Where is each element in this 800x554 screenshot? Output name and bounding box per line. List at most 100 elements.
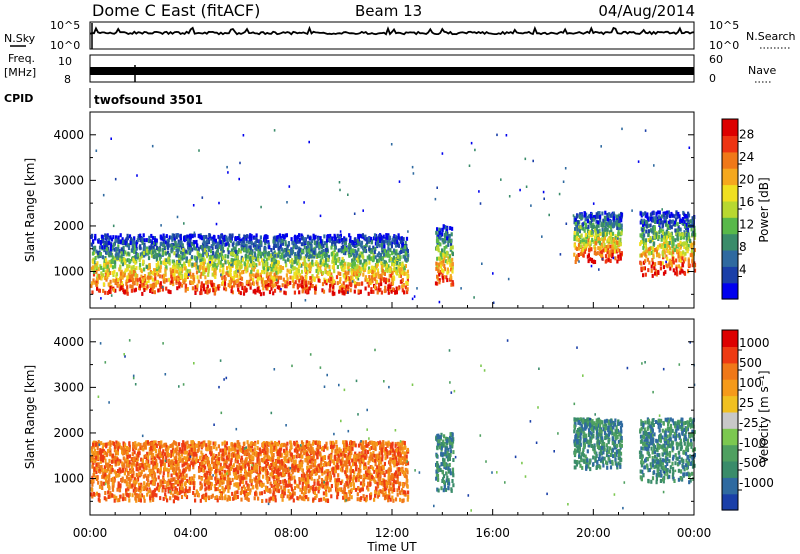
echo-point	[446, 236, 449, 241]
echo-point	[650, 251, 653, 255]
echo-point	[616, 235, 619, 240]
echo-point	[259, 450, 262, 455]
echo-point	[234, 254, 237, 259]
echo-point	[676, 272, 679, 277]
echo-point	[270, 279, 273, 284]
echo-point	[108, 463, 111, 468]
echo-point	[235, 273, 238, 278]
echo-point	[274, 266, 277, 271]
echo-point	[353, 261, 357, 266]
echo-point	[322, 243, 325, 248]
echo-point	[348, 233, 351, 238]
echo-point	[203, 258, 206, 263]
echo-point	[297, 252, 300, 257]
echo-point	[259, 272, 262, 277]
echo-point	[404, 492, 407, 497]
echo-point	[381, 255, 385, 260]
echo-point	[120, 247, 123, 252]
echo-point	[449, 226, 452, 231]
echo-point	[406, 461, 410, 466]
echo-point	[440, 252, 444, 257]
echo-point	[406, 278, 409, 282]
echo-point	[285, 480, 288, 485]
echo-point	[122, 456, 125, 461]
echo-point	[224, 254, 227, 259]
echo-point	[227, 250, 230, 255]
echo-point	[617, 229, 620, 234]
echo-point	[574, 227, 577, 232]
echo-point	[141, 254, 144, 259]
echo-point	[292, 266, 295, 271]
echo-point	[241, 286, 244, 291]
echo-point	[381, 454, 384, 459]
echo-point	[582, 226, 585, 231]
echo-point	[398, 268, 401, 272]
echo-point	[360, 267, 363, 272]
echo-point	[112, 459, 115, 464]
echo-point	[685, 246, 688, 251]
echo-point	[582, 247, 585, 252]
echo-point	[375, 279, 378, 284]
echo-point	[264, 485, 268, 490]
echo-point	[127, 258, 130, 263]
echo-point	[579, 252, 582, 256]
echo-point	[379, 237, 383, 242]
echo-point	[126, 288, 129, 293]
echo-point	[108, 271, 112, 275]
echo-point	[346, 276, 349, 281]
echo-point	[365, 494, 368, 499]
echo-point	[693, 248, 696, 253]
echo-point	[377, 274, 380, 279]
echo-point	[115, 238, 118, 243]
echo-point	[680, 258, 683, 263]
echo-point	[439, 252, 442, 257]
echo-point	[205, 244, 208, 249]
echo-point	[161, 287, 164, 292]
echo-point	[685, 236, 688, 241]
echo-point	[193, 447, 197, 452]
echo-point	[212, 288, 215, 293]
echo-point	[138, 277, 142, 282]
echo-point	[255, 244, 259, 249]
echo-point	[287, 257, 290, 262]
echo-point	[173, 273, 176, 278]
echo-point	[379, 287, 382, 292]
echo-point	[122, 271, 125, 276]
echo-point	[347, 193, 349, 196]
echo-point	[234, 246, 237, 251]
echo-point	[371, 278, 374, 283]
echo-point	[271, 252, 274, 257]
echo-point	[326, 263, 329, 268]
echo-point	[314, 248, 317, 253]
echo-point	[193, 231, 196, 234]
echo-point	[230, 263, 232, 267]
echo-point	[150, 240, 153, 245]
echo-point	[198, 456, 202, 461]
echo-point	[124, 467, 127, 472]
echo-point	[219, 260, 222, 265]
echo-point	[670, 261, 673, 265]
noise-tick-bottom-right: 10^0	[709, 39, 739, 52]
echo-point	[657, 215, 661, 220]
echo-point	[191, 262, 194, 267]
echo-point	[358, 282, 361, 287]
echo-point	[236, 241, 239, 246]
echo-point	[200, 285, 203, 290]
echo-point	[328, 264, 331, 269]
echo-point	[208, 258, 211, 263]
echo-point	[273, 250, 276, 255]
echo-point	[305, 458, 308, 463]
echo-point	[286, 268, 289, 273]
echo-point	[109, 249, 112, 254]
echo-point	[591, 233, 594, 238]
echo-point	[318, 244, 321, 249]
echo-point	[264, 239, 267, 244]
echo-point	[686, 228, 690, 233]
echo-point	[209, 236, 212, 241]
echo-point	[275, 270, 278, 275]
echo-point	[685, 222, 688, 227]
echo-point	[238, 274, 241, 279]
echo-point	[585, 239, 588, 244]
echo-point	[319, 236, 322, 241]
echo-point	[210, 445, 213, 450]
